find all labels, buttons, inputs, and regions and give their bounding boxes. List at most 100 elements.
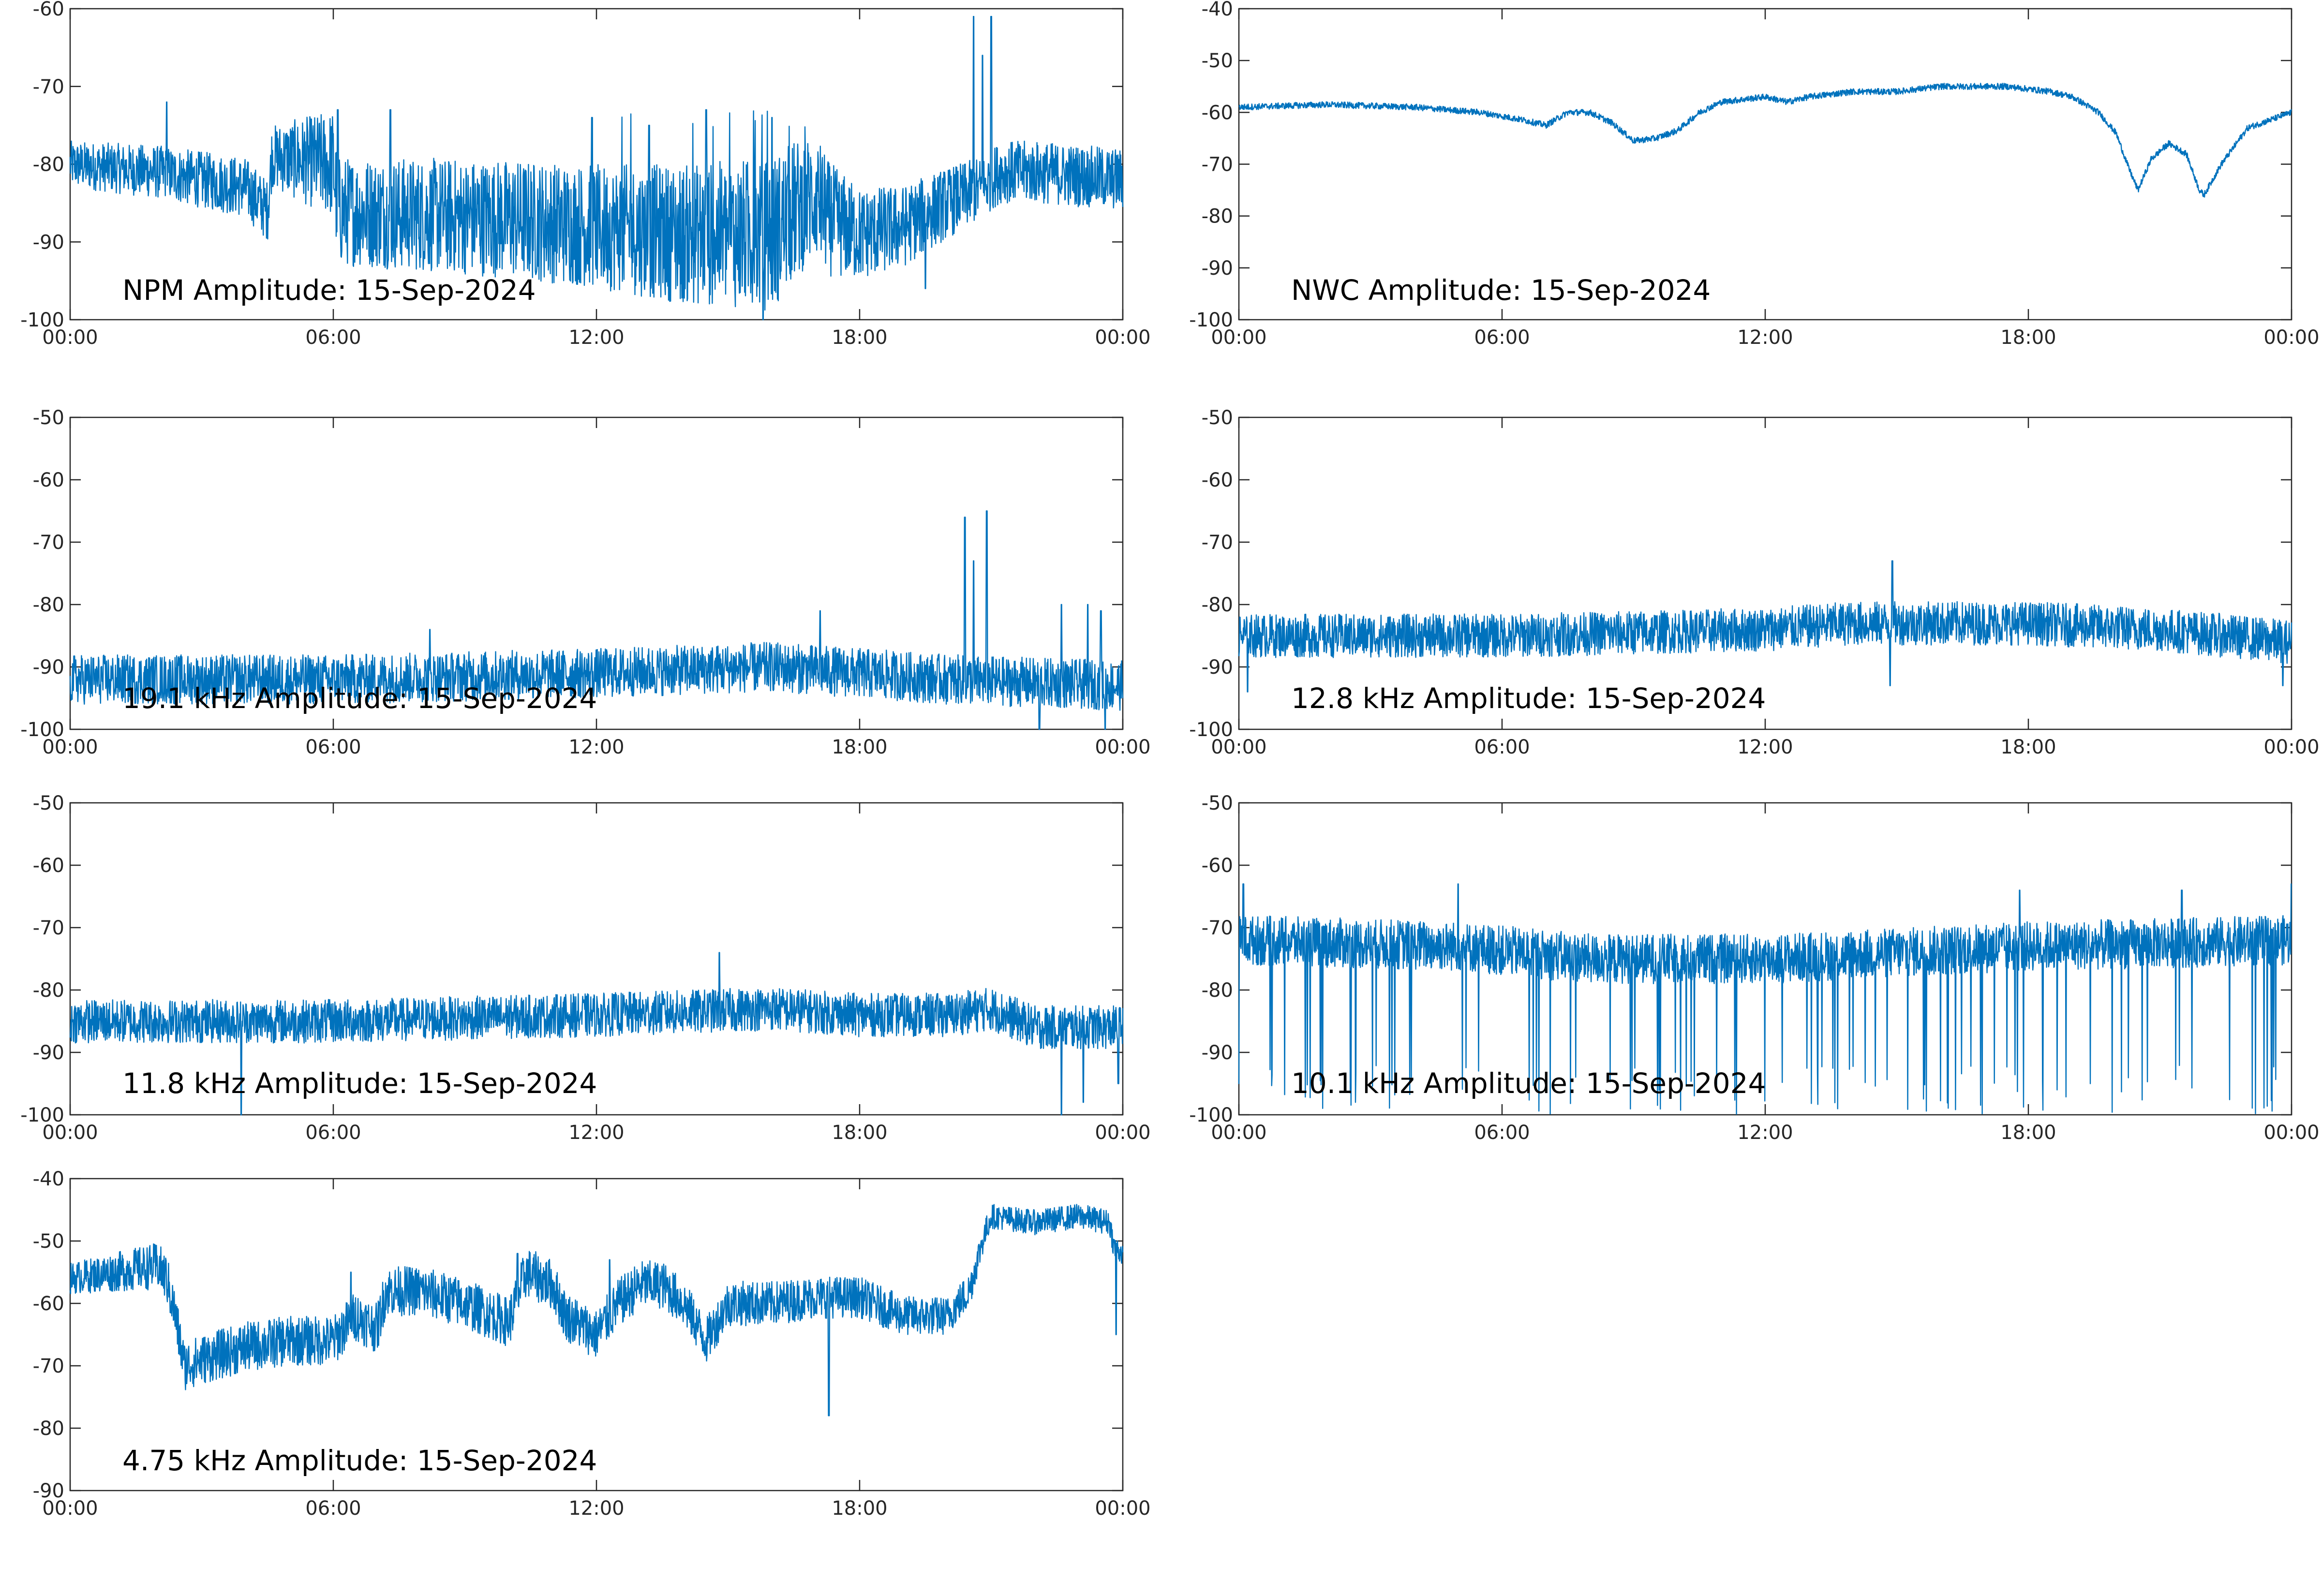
series-amplitude	[69, 952, 1124, 1116]
y-tick-labels: -50 -60 -70 -80 -90 -100	[1189, 407, 1233, 741]
x-tick-label: 00:00	[42, 1122, 98, 1144]
panel-10-1khz: -50 -60 -70 -80 -90 -100 00:00 06:00 12:00 18:00…	[1189, 792, 2319, 1144]
x-tick-label: 00:00	[2263, 1122, 2319, 1144]
y-tick-label: -80	[33, 1418, 64, 1440]
x-tick-label: 00:00	[1095, 1122, 1150, 1144]
y-tick-label: -100	[1189, 719, 1233, 741]
x-tick-label: 06:00	[1474, 326, 1530, 349]
panel-title: 12.8 kHz Amplitude: 15-Sep-2024	[1291, 682, 1766, 715]
y-tick-label: -70	[1202, 917, 1233, 939]
y-tick-label: -70	[1202, 154, 1233, 176]
x-tick-label: 18:00	[2000, 736, 2056, 758]
axes-box	[1238, 416, 2292, 730]
y-tick-label: -60	[33, 0, 64, 20]
y-tick-label: -80	[1202, 206, 1233, 228]
series-amplitude	[69, 510, 1124, 730]
y-tick-label: -60	[1202, 469, 1233, 491]
x-tick-label: 18:00	[832, 1122, 887, 1144]
series-line	[69, 952, 1124, 1116]
y-tick-label: -70	[33, 1355, 64, 1377]
y-tick-labels: -50 -60 -70 -80 -90 -100	[20, 792, 64, 1126]
y-tick-label: -60	[33, 855, 64, 877]
x-tick-label: 00:00	[1095, 736, 1150, 758]
series-amplitude	[1238, 883, 2292, 1115]
panel-nwc: -40 -50 -60 -70 -80 -90 -100 00:00 06:00 12:00 18…	[1189, 0, 2319, 349]
x-tick-label: 00:00	[1211, 736, 1266, 758]
x-tick-label: 06:00	[305, 1122, 361, 1144]
y-tick-label: -80	[33, 594, 64, 616]
panel-npm: -60-70-80-90-100 00:00 06:00 12:00 18:00 00:…	[20, 0, 1150, 349]
x-tick-label: 00:00	[2263, 326, 2319, 349]
y-tick-labels: -60 -70 -80 -90 -100	[20, 0, 64, 331]
panel-19-1khz: -50 -60 -70 -80 -90 -100 00:00 06:00 12:00 18:00…	[20, 407, 1150, 758]
x-tick-labels: 00:00 06:00 12:00 18:00 00:00	[42, 1497, 1150, 1520]
y-tick-label: -70	[33, 917, 64, 939]
x-tick-label: 12:00	[1737, 326, 1793, 349]
x-tick-label: 06:00	[305, 1497, 361, 1520]
y-tick-label: -70	[33, 76, 64, 98]
x-tick-label: 06:00	[305, 736, 361, 758]
x-tick-label: 00:00	[42, 1497, 98, 1520]
x-tick-labels: 00:00 06:00 12:00 18:00 00:00	[1211, 326, 2319, 349]
x-tick-label: 06:00	[1474, 1122, 1530, 1144]
panel-title: 19.1 kHz Amplitude: 15-Sep-2024	[122, 682, 597, 715]
x-tick-label: 18:00	[2000, 1122, 2056, 1144]
y-tick-label: -100	[20, 1104, 64, 1126]
series-amplitude	[69, 1204, 1124, 1417]
tick-marks	[1238, 416, 2292, 730]
x-tick-labels: 00:00 06:00 12:00 18:00 00:00	[1211, 736, 2319, 758]
y-tick-label: -80	[33, 154, 64, 176]
y-tick-label: -90	[1202, 257, 1233, 280]
y-tick-label: -90	[33, 1480, 64, 1502]
y-tick-label: -40	[33, 1168, 64, 1190]
y-tick-label: -60	[33, 469, 64, 491]
series-amplitude	[1238, 83, 2292, 198]
series-line	[1238, 560, 2292, 693]
y-tick-label: -40	[1202, 0, 1233, 20]
panel-12-8khz: -50 -60 -70 -80 -90 -100 00:00 06:00 12:00 18:00…	[1189, 407, 2319, 758]
series-line	[69, 15, 1124, 321]
x-tick-label: 12:00	[568, 736, 624, 758]
x-tick-label: 00:00	[1095, 1497, 1150, 1520]
x-tick-label: 00:00	[1095, 326, 1150, 349]
y-tick-label: -90	[1202, 656, 1233, 679]
y-tick-label: -100	[20, 309, 64, 331]
y-tick-labels: -40 -50 -60 -70 -80 -90	[33, 1168, 64, 1502]
panel-title: 4.75 kHz Amplitude: 15-Sep-2024	[122, 1444, 597, 1477]
x-tick-label: 18:00	[832, 326, 887, 349]
y-tick-label: -80	[1202, 979, 1233, 1002]
tick-marks	[69, 416, 1124, 730]
y-tick-label: -50	[1202, 50, 1233, 72]
y-tick-label: -50	[1202, 792, 1233, 814]
y-tick-labels: -40 -50 -60 -70 -80 -90 -100	[1189, 0, 1233, 331]
tick-marks	[69, 8, 1124, 321]
y-tick-labels: -50 -60 -70 -80 -90 -100	[1189, 792, 1233, 1126]
y-tick-label: -70	[1202, 532, 1233, 554]
y-tick-label: -70	[33, 532, 64, 554]
x-tick-label: 00:00	[1211, 326, 1266, 349]
x-tick-label: 18:00	[832, 1497, 887, 1520]
y-tick-label: -80	[1202, 594, 1233, 616]
y-tick-label: -80	[33, 979, 64, 1002]
y-tick-label: -60	[1202, 855, 1233, 877]
x-tick-label: 00:00	[42, 326, 98, 349]
y-tick-label: -90	[33, 231, 64, 253]
series-line	[1238, 83, 2292, 198]
x-tick-labels: 00:00 06:00 12:00 18:00 00:00	[42, 736, 1150, 758]
y-tick-label: -90	[1202, 1042, 1233, 1064]
series-line	[69, 1204, 1124, 1417]
tick-marks	[69, 1178, 1124, 1492]
axes-box	[69, 802, 1124, 1116]
x-tick-label: 00:00	[1211, 1122, 1266, 1144]
y-tick-label: -90	[33, 1042, 64, 1064]
x-tick-label: 12:00	[568, 1122, 624, 1144]
x-tick-label: 18:00	[2000, 326, 2056, 349]
y-tick-label: -50	[1202, 407, 1233, 429]
axes-box	[1238, 8, 2292, 321]
x-tick-labels: 00:00 06:00 12:00 18:00 00:00	[42, 1122, 1150, 1144]
panel-4-75khz: -40-50-60-70-80-90 00:00 06:00 12:00 18:00 0…	[33, 1168, 1151, 1520]
panel-title: 11.8 kHz Amplitude: 15-Sep-2024	[122, 1067, 597, 1100]
panel-title: NPM Amplitude: 15-Sep-2024	[122, 274, 536, 307]
y-tick-label: -60	[33, 1293, 64, 1315]
